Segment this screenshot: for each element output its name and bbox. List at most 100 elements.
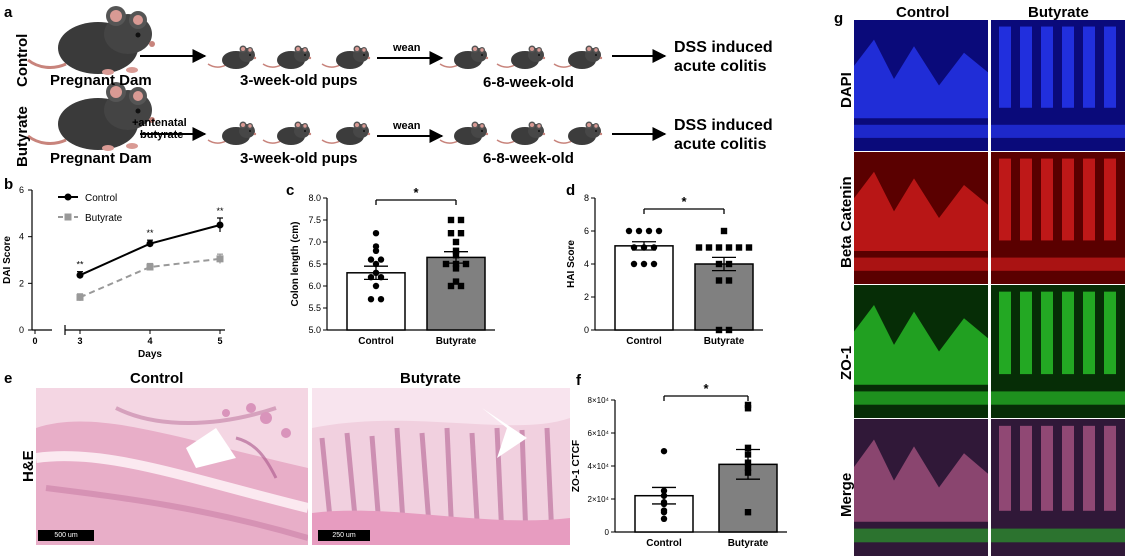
x-tick-label: 0 xyxy=(32,336,37,346)
data-point xyxy=(442,260,450,268)
if-row-label-beta-catenin: Beta Catenin xyxy=(838,176,855,268)
he-image-control xyxy=(36,388,308,545)
legend-marker xyxy=(64,193,72,201)
y-tick-label: 6×10⁴ xyxy=(588,429,610,438)
data-point xyxy=(725,277,733,284)
data-point xyxy=(377,274,385,281)
panel-d-letter: d xyxy=(566,182,576,199)
if-row-label-merge: Merge xyxy=(838,472,855,517)
data-point xyxy=(377,296,385,303)
he-image-butyrate xyxy=(312,388,570,545)
adult-mice-butyrate xyxy=(439,120,603,146)
data-point xyxy=(645,227,653,235)
significance-marker: ** xyxy=(216,206,224,216)
data-point xyxy=(744,509,752,516)
adult-label-control: 6-8-week-old xyxy=(483,74,574,91)
adult-label-butyrate: 6-8-week-old xyxy=(483,150,574,167)
dam-label-butyrate: Pregnant Dam xyxy=(50,150,152,167)
data-point xyxy=(744,459,752,466)
x-tick-label: 3 xyxy=(77,336,82,346)
data-point xyxy=(720,227,728,235)
data-point xyxy=(744,464,752,471)
pups-label-butyrate: 3-week-old pups xyxy=(240,150,358,167)
data-point xyxy=(744,401,752,409)
data-point xyxy=(725,260,733,268)
data-point xyxy=(735,244,743,251)
data-point xyxy=(447,282,455,290)
data-point xyxy=(367,256,375,263)
outcome-label-butyrate: DSS induced acute colitis xyxy=(674,117,773,153)
row-label-butyrate: Butyrate xyxy=(14,106,31,167)
if-row-label-dapi: DAPI xyxy=(838,72,855,108)
y-tick-label: 2 xyxy=(584,292,589,302)
wean-label-butyrate: wean xyxy=(393,120,421,132)
data-point xyxy=(640,260,648,268)
data-point xyxy=(452,278,460,285)
y-tick-label: 4 xyxy=(19,232,24,242)
treatment-label-butyrate: +antenatal butyrate xyxy=(132,117,187,141)
y-tick-label: 5.5 xyxy=(308,303,321,313)
he-row-label: H&E xyxy=(20,450,37,482)
data-point xyxy=(660,515,668,522)
data-point xyxy=(372,260,380,268)
dam-mouse-control xyxy=(26,4,157,77)
if-image-dapi-butyrate xyxy=(991,20,1125,151)
data-point xyxy=(372,243,380,250)
bar-control xyxy=(614,245,674,331)
if-image-merge-butyrate xyxy=(991,419,1125,556)
outcome-label-control: DSS induced acute colitis xyxy=(674,39,773,75)
data-point xyxy=(650,260,658,268)
data-point xyxy=(660,447,668,455)
y-tick-label: 2 xyxy=(19,278,24,288)
scalebar-butyrate: 250 um xyxy=(318,530,370,541)
data-point xyxy=(660,500,668,508)
if-image-beta-catenin-control xyxy=(854,152,988,284)
if-image-dapi-control xyxy=(854,20,988,151)
data-point xyxy=(216,255,224,263)
he-title-control: Control xyxy=(130,370,184,387)
significance-marker: ** xyxy=(146,228,154,238)
data-point xyxy=(377,256,385,263)
data-point xyxy=(146,263,154,271)
data-point xyxy=(630,260,638,268)
data-point xyxy=(715,326,723,334)
if-title-control: Control xyxy=(896,4,950,21)
if-image-merge-control xyxy=(854,419,988,556)
data-point xyxy=(744,405,752,412)
data-point xyxy=(216,221,224,229)
data-point xyxy=(745,244,753,251)
significance-marker: * xyxy=(703,381,709,396)
significance-marker: ** xyxy=(76,260,84,270)
chart-f-zo1-ctcf: 0 2×10⁴ 4×10⁴ 6×10⁴ 8×10⁴ ZO-1 CTCF Control But… xyxy=(571,381,787,549)
category-label: Butyrate xyxy=(436,336,477,347)
category-label: Control xyxy=(646,538,682,549)
data-point xyxy=(372,247,380,254)
legend-label: Butyrate xyxy=(85,213,123,224)
pup-mice-butyrate xyxy=(207,120,371,146)
if-image-zo-1-control xyxy=(854,285,988,418)
pups-label-control: 3-week-old pups xyxy=(240,72,358,89)
if-image-zo-1-butyrate xyxy=(991,285,1125,418)
data-point xyxy=(744,444,752,452)
x-tick-label: 4 xyxy=(147,336,152,346)
data-point xyxy=(372,269,380,276)
data-point xyxy=(372,230,380,237)
significance-marker: * xyxy=(681,194,687,209)
pup-mice-control xyxy=(207,44,371,70)
panel-a-diagram xyxy=(26,4,667,153)
data-point xyxy=(457,230,465,237)
y-tick-label: 6.0 xyxy=(308,281,321,291)
data-point xyxy=(367,296,375,303)
data-point xyxy=(630,244,638,251)
category-label: Butyrate xyxy=(728,538,769,549)
panel-c-letter: c xyxy=(286,182,295,199)
data-point xyxy=(452,260,460,268)
y-tick-label: 0 xyxy=(605,528,610,537)
data-point xyxy=(447,230,455,237)
data-point xyxy=(715,260,723,268)
y-tick-label: 8 xyxy=(584,193,589,203)
data-point xyxy=(635,227,643,235)
if-row-label-zo1: ZO-1 xyxy=(838,345,855,380)
data-point xyxy=(625,227,633,235)
panel-e-letter: e xyxy=(4,370,13,387)
